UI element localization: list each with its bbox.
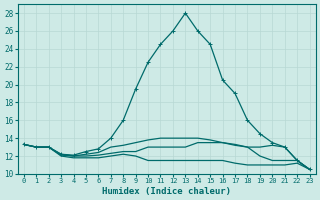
X-axis label: Humidex (Indice chaleur): Humidex (Indice chaleur): [102, 187, 231, 196]
